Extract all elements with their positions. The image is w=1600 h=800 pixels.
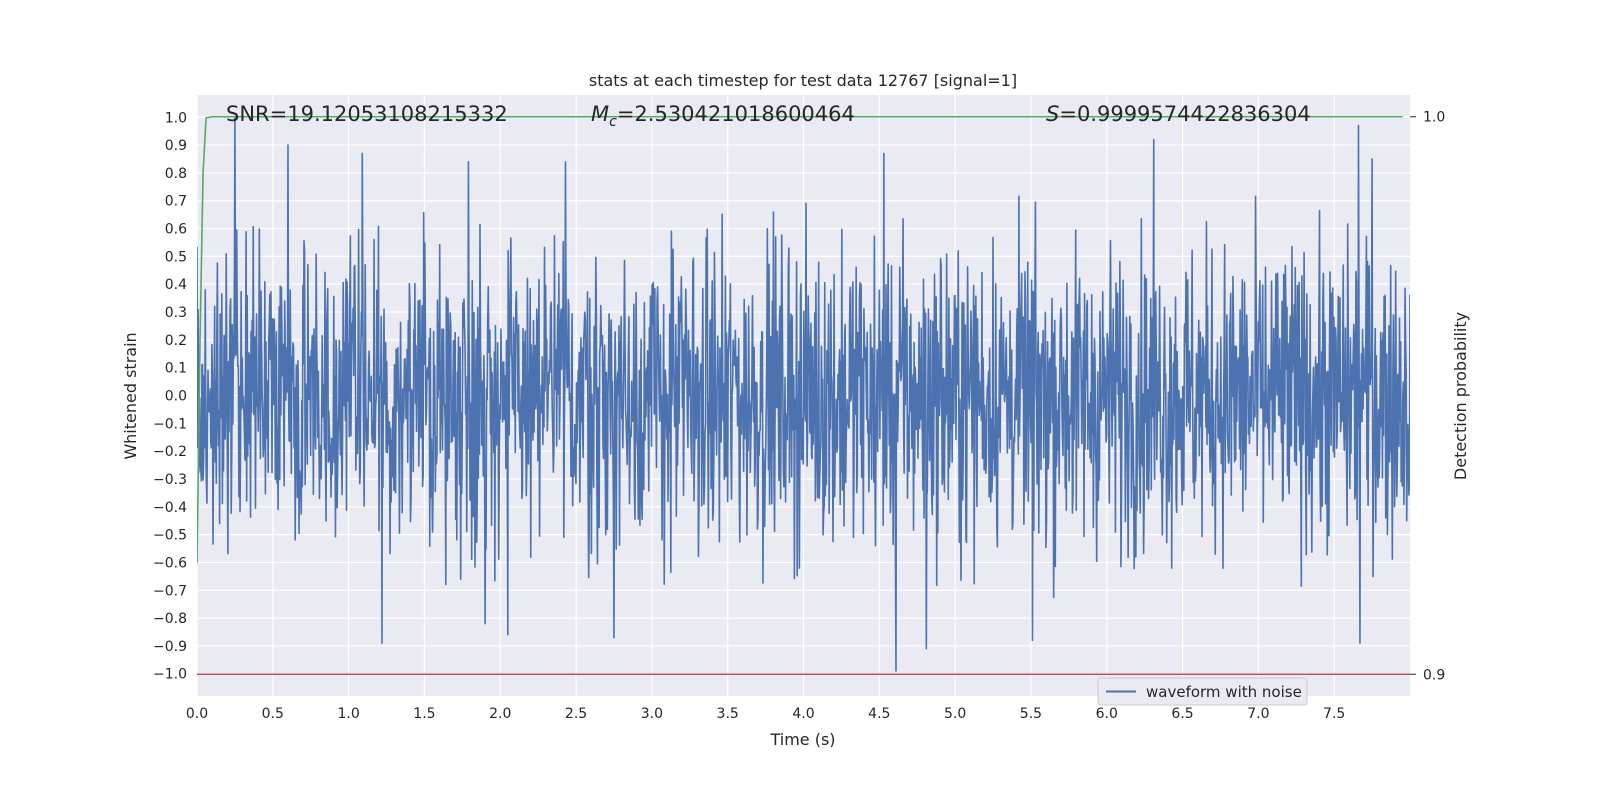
x-tick-label: 3.0 (641, 706, 663, 722)
x-tick-label: 1.0 (337, 706, 359, 722)
y-tick-label: 0.4 (165, 277, 187, 293)
chirp-mass-symbol: M (591, 102, 609, 126)
legend: waveform with noise (1097, 677, 1308, 706)
x-tick-label: 0.0 (186, 706, 208, 722)
x-axis-label: Time (s) (769, 730, 835, 749)
chirp-mass-annotation: Mc=2.530421018600464 (591, 102, 855, 130)
y-tick-label: 0.2 (165, 333, 187, 349)
y-tick-label: 0.1 (165, 361, 187, 377)
y-tick-label: 0.6 (165, 222, 187, 238)
chirp-mass-value: =2.530421018600464 (617, 102, 855, 126)
x-tick-label: 7.0 (1247, 706, 1269, 722)
y2-tick-label: 0.9 (1423, 667, 1445, 683)
x-tick-label: 3.5 (717, 706, 739, 722)
y-axis-label: Whitened strain (121, 332, 140, 459)
score-annotation: S=0.9999574422836304 (1046, 102, 1311, 126)
y-tick-label: −0.5 (153, 528, 187, 544)
y-tick-label: 0.0 (165, 389, 187, 405)
y-tick-label: 0.5 (165, 249, 187, 265)
y-tick-label: −0.9 (153, 639, 187, 655)
y-tick-label: 0.3 (165, 305, 187, 321)
tick-labels: 0.0 0.5 1.0 1.5 2.0 2.5 3.0 3.5 4.0 4.5 5.0 5.5 6.0 6… (153, 110, 1445, 722)
x-tick-label: 2.0 (489, 706, 511, 722)
y-tick-label: 0.9 (165, 138, 187, 154)
score-value: =0.9999574422836304 (1059, 102, 1310, 126)
y-tick-label: −0.2 (153, 444, 187, 460)
x-tick-label: 2.5 (565, 706, 587, 722)
y-tick-label: −0.1 (153, 416, 187, 432)
score-symbol: S (1046, 102, 1059, 126)
legend-box (1097, 677, 1308, 706)
x-tick-label: 7.5 (1323, 706, 1345, 722)
y-tick-label: 0.7 (165, 194, 187, 210)
y-tick-label: −0.7 (153, 583, 187, 599)
y2-tick-label: 1.0 (1423, 110, 1445, 126)
chirp-mass-subscript: c (609, 114, 617, 130)
x-tick-label: 4.0 (792, 706, 814, 722)
x-tick-label: 6.0 (1096, 706, 1118, 722)
series-line-waveform (197, 116, 1410, 672)
chart-title: stats at each timestep for test data 127… (589, 71, 1017, 90)
x-tick-label: 5.0 (944, 706, 966, 722)
x-tick-label: 0.5 (262, 706, 284, 722)
y-tick-label: −0.8 (153, 611, 187, 627)
x-tick-label: 5.5 (1020, 706, 1042, 722)
snr-annotation: SNR=19.12053108215332 (226, 102, 508, 126)
legend-label-waveform: waveform with noise (1146, 683, 1302, 701)
x-tick-label: 1.5 (413, 706, 435, 722)
y2-axis-label: Detection probability (1451, 312, 1470, 480)
y-tick-label: −0.4 (153, 500, 187, 516)
y-tick-label: −0.6 (153, 555, 187, 571)
x-tick-label: 4.5 (868, 706, 890, 722)
series-line-detection-probability (197, 115, 1403, 563)
y-tick-label: −1.0 (153, 667, 187, 683)
y-tick-label: 0.8 (165, 166, 187, 182)
series-layer (197, 115, 1410, 676)
y-tick-label: −0.3 (153, 472, 187, 488)
x-tick-label: 6.5 (1171, 706, 1193, 722)
y-tick-label: 1.0 (165, 110, 187, 126)
